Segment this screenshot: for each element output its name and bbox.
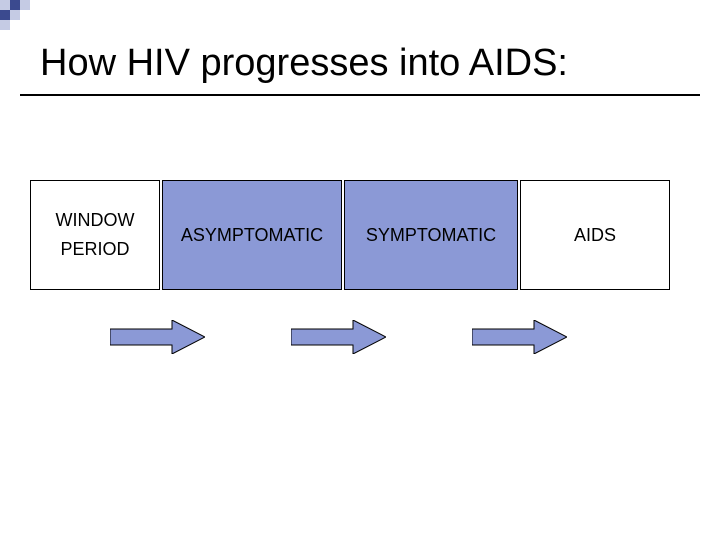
progress-arrow-icon [291,320,386,354]
stage-label: WINDOW [56,206,135,235]
stage-box-window-period: WINDOW PERIOD [30,180,160,290]
corner-accent [0,0,60,45]
slide-title: How HIV progresses into AIDS: [40,42,568,85]
stage-label: AIDS [574,221,616,250]
title-underline [20,94,700,96]
stage-label: PERIOD [60,235,129,264]
stages-row: WINDOW PERIOD ASYMPTOMATIC SYMPTOMATIC A… [30,180,670,290]
progress-arrow-icon [472,320,567,354]
stage-label: SYMPTOMATIC [366,221,496,250]
stage-box-aids: AIDS [520,180,670,290]
stage-box-asymptomatic: ASYMPTOMATIC [162,180,342,290]
stage-label: ASYMPTOMATIC [181,221,323,250]
arrows-row [110,320,567,354]
progress-arrow-icon [110,320,205,354]
stage-box-symptomatic: SYMPTOMATIC [344,180,518,290]
